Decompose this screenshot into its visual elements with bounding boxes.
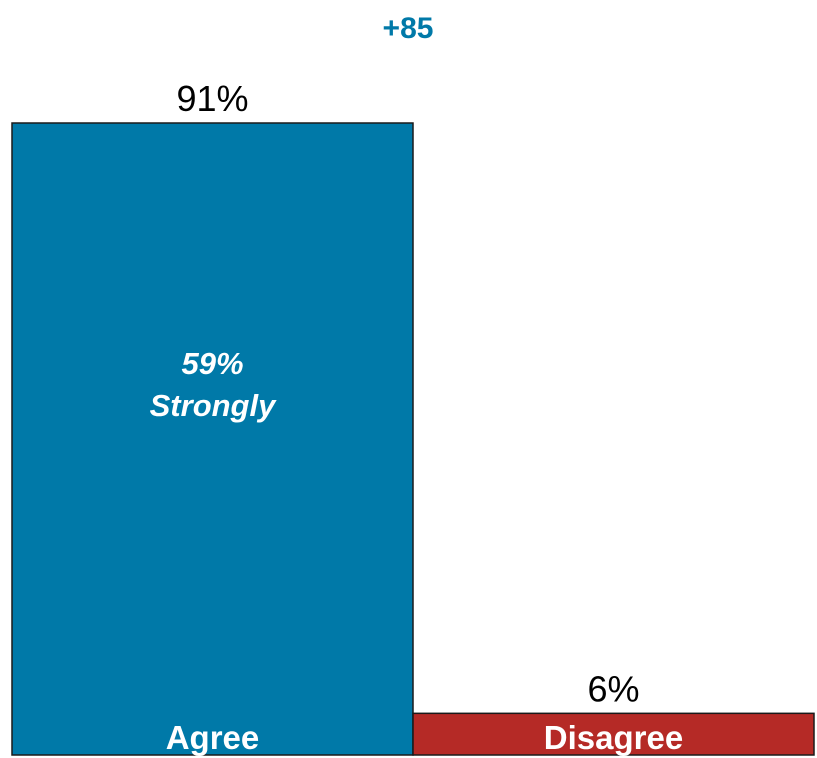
category-label-disagree: Disagree	[544, 719, 683, 756]
bar-agree	[11, 122, 414, 756]
category-label-agree: Agree	[166, 719, 260, 756]
inner-label-line-2: Strongly	[150, 388, 277, 423]
value-label-disagree: 6%	[587, 668, 639, 709]
value-label-agree: 91%	[176, 78, 248, 119]
net-difference-label: +85	[383, 12, 434, 45]
bar-disagree	[412, 712, 815, 756]
inner-label-line-1: 59%	[181, 346, 243, 381]
bars-group: 91% Agree 59% Strongly 6% Disagree	[11, 78, 815, 756]
